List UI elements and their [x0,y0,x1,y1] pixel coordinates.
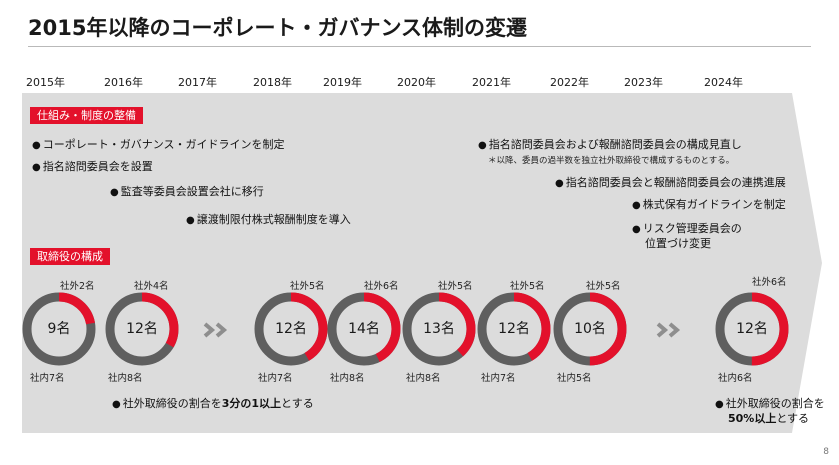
donut-ring [105,292,179,366]
outside-directors-arc [402,292,476,366]
board-total: 10名 [574,321,606,337]
donut-ring [553,292,627,366]
policy-2016: ● 社外取締役の割合を3分の1以上とする [112,397,314,410]
outside-count-2021: 社外5名 [510,281,545,292]
outside-directors-arc [715,292,789,366]
outside-directors-arc [254,292,328,366]
year-2020: 2020年 [397,76,436,89]
board-section-label: 取締役の構成 [30,248,110,265]
outside-count-2016: 社外4名 [134,281,169,292]
bullet-dot: ● [110,187,119,198]
chevron-right-icon [203,322,228,338]
page-number: 8 [823,447,829,457]
bullet-dot: ● [632,224,641,235]
year-2021: 2021年 [472,76,511,89]
inside-count-2021: 社内7名 [481,373,516,384]
timeline-band [22,93,822,433]
year-2022: 2022年 [550,76,589,89]
board-total: 13名 [423,321,455,337]
event-shareholding-guideline: ● 株式保有ガイドラインを制定 [632,198,786,211]
year-2018: 2018年 [253,76,292,89]
event-audit-committee: ● 監査等委員会設置会社に移行 [110,185,264,198]
bullet-dot: ● [32,162,41,173]
event-guideline: ● コーポレート・ガバナンス・ガイドラインを制定 [32,138,285,151]
outside-directors-arc [327,292,401,366]
year-2016: 2016年 [104,76,143,89]
bullet-dot: ● [555,178,564,189]
board-donut-2015: 9名 [20,290,98,368]
board-donut-2024: 12名 [713,290,791,368]
outside-count-2024: 社外6名 [752,277,787,288]
board-donut-2019: 14名 [325,290,403,368]
event-stock-compensation: ● 譲渡制限付株式報酬制度を導入 [186,213,351,226]
donut-ring [22,292,96,366]
outside-count-2019: 社外6名 [364,281,399,292]
donut-ring [327,292,401,366]
inside-count-2015: 社内7名 [30,373,65,384]
board-total: 14名 [348,321,380,337]
bullet-dot: ● [478,140,487,151]
bullet-dot: ● [715,399,724,410]
inside-count-2024: 社内6名 [718,373,753,384]
event-committee-review: ● 指名諮問委員会および報酬諮問委員会の構成見直し [478,138,742,151]
outside-directors-arc [553,292,627,366]
board-donut-2018: 12名 [252,290,330,368]
donut-ring [402,292,476,366]
board-total: 9名 [47,321,71,337]
year-2017: 2017年 [178,76,217,89]
board-total: 12名 [736,321,768,337]
bullet-dot: ● [32,140,41,151]
inside-count-2016: 社内8名 [108,373,143,384]
event-committee-coordination: ● 指名諮問委員会と報酬諮問委員会の連携進展 [555,176,786,189]
policy-2024-line2: 50%以上とする [728,412,810,425]
year-2023: 2023年 [624,76,663,89]
policy-2024-line1: ● 社外取締役の割合を [715,397,825,410]
timeline-arrow-shape [22,93,822,433]
outside-directors-arc [477,292,551,366]
inside-count-2022: 社内5名 [557,373,592,384]
event-risk-committee: ● リスク管理委員会の [632,222,742,235]
donut-ring [477,292,551,366]
outside-directors-arc [105,292,179,366]
donut-ring [715,292,789,366]
donut-ring [254,292,328,366]
year-2024: 2024年 [704,76,743,89]
outside-directors-arc [22,292,96,366]
event-nomination-committee: ● 指名諮問委員会を設置 [32,160,153,173]
chevron-right-icon [656,322,681,338]
inside-count-2020: 社内8名 [406,373,441,384]
outside-count-2020: 社外5名 [438,281,473,292]
committee-review-note: ＊以降、委員の過半数を独立社外取締役で構成するものとする。 [488,156,735,166]
inside-count-2018: 社内7名 [258,373,293,384]
board-donut-2020: 13名 [400,290,478,368]
board-total: 12名 [126,321,158,337]
year-2015: 2015年 [26,76,65,89]
bullet-dot: ● [186,215,195,226]
outside-count-2015: 社外2名 [60,281,95,292]
year-2019: 2019年 [323,76,362,89]
board-donut-2016: 12名 [103,290,181,368]
board-donut-2021: 12名 [475,290,553,368]
page-title: 2015年以降のコーポレート・ガバナンス体制の変遷 [28,16,528,40]
inside-count-2019: 社内8名 [330,373,365,384]
outside-count-2022: 社外5名 [586,281,621,292]
title-divider [28,46,811,47]
outside-count-2018: 社外5名 [290,281,325,292]
bullet-dot: ● [632,200,641,211]
bullet-dot: ● [112,399,121,410]
board-total: 12名 [275,321,307,337]
event-risk-committee-line2: 位置づけ変更 [645,237,711,250]
board-donut-2022: 10名 [551,290,629,368]
framework-section-label: 仕組み・制度の整備 [30,107,143,124]
board-total: 12名 [498,321,530,337]
